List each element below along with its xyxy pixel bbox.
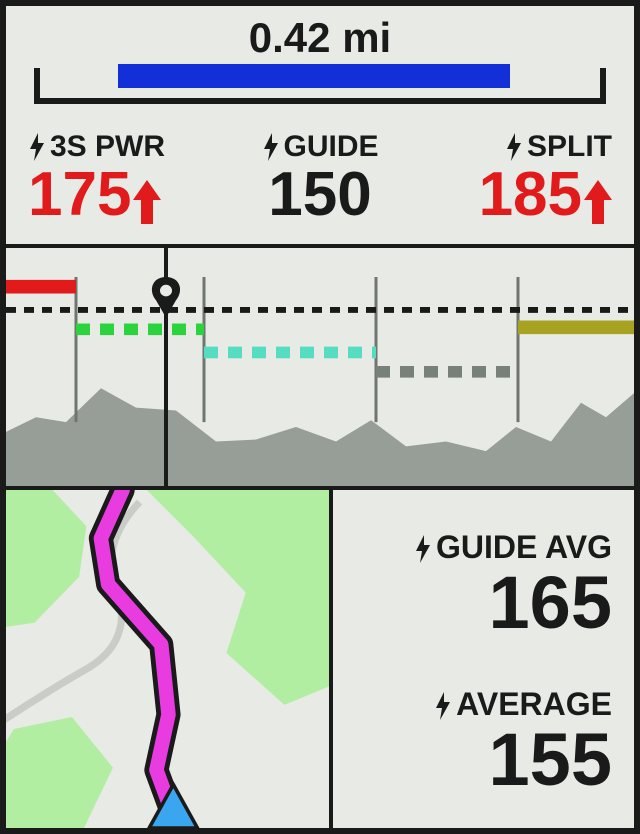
- distance-section: 0.42 mi: [6, 6, 634, 116]
- metric-label-text: GUIDE: [284, 130, 379, 164]
- metric-label-text: 3S PWR: [50, 130, 165, 164]
- progress-fill: [118, 64, 510, 88]
- map-svg: [6, 490, 329, 828]
- stats-panel: GUIDE AVG 165 AVERAGE 155: [333, 490, 634, 828]
- stat-guide-avg: GUIDE AVG 165: [349, 529, 612, 640]
- arrow-up-icon: [584, 173, 612, 217]
- arrow-up-icon: [133, 173, 161, 217]
- chart-svg: [6, 248, 634, 486]
- metrics-row: 3S PWR 175 GUIDE 150: [6, 116, 634, 244]
- bolt-icon: [505, 133, 523, 161]
- metric-3s-pwr: 3S PWR 175: [28, 130, 223, 226]
- elevation-chart: [6, 244, 634, 490]
- bolt-icon: [434, 691, 452, 719]
- metric-label: 3S PWR: [28, 130, 165, 164]
- metric-label: GUIDE: [262, 130, 379, 164]
- map-panel: [6, 490, 333, 828]
- progress-track: [34, 68, 606, 104]
- metric-value-number: 150: [268, 164, 371, 226]
- metric-label: SPLIT: [505, 130, 612, 164]
- metric-value-number: 175: [28, 164, 131, 226]
- metric-guide: GUIDE 150: [223, 130, 418, 226]
- bolt-icon: [262, 133, 280, 161]
- stat-value: 155: [489, 723, 612, 797]
- device-screen: 0.42 mi 3S PWR 175: [0, 0, 640, 834]
- bolt-icon: [28, 133, 46, 161]
- metric-value: 175: [28, 164, 161, 226]
- bolt-icon: [414, 534, 432, 562]
- metric-value: 150: [268, 164, 371, 226]
- metric-value: 185: [479, 164, 612, 226]
- metric-label-text: SPLIT: [527, 130, 612, 164]
- distance-label: 0.42 mi: [34, 14, 606, 62]
- stat-value: 165: [489, 566, 612, 640]
- bottom-section: GUIDE AVG 165 AVERAGE 155: [6, 490, 634, 828]
- metric-split: SPLIT 185: [417, 130, 612, 226]
- stat-average: AVERAGE 155: [349, 686, 612, 797]
- metric-value-number: 185: [479, 164, 582, 226]
